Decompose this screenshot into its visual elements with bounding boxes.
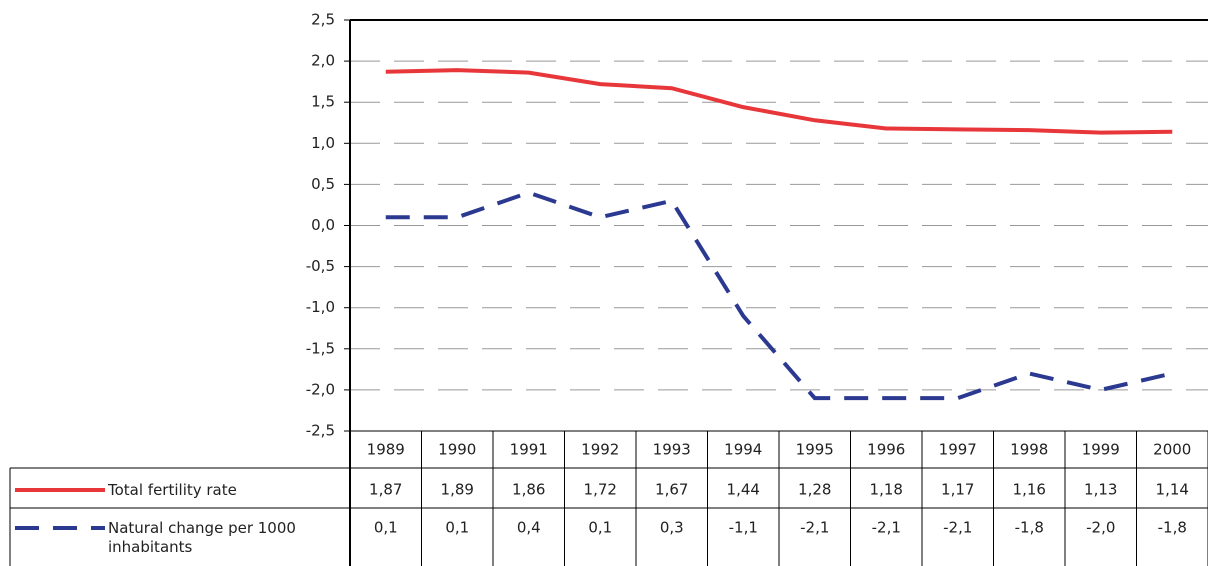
y-tick-label: -2,0	[306, 380, 335, 398]
x-tick-label: 1992	[581, 441, 619, 459]
data-label: 1,89	[441, 481, 474, 499]
x-tick-label: 1994	[724, 441, 762, 459]
data-label: 1,13	[1084, 481, 1117, 499]
x-tick-label: 2000	[1153, 441, 1191, 459]
data-label: 1,44	[727, 481, 760, 499]
data-label: 1,86	[512, 481, 545, 499]
x-tick-label: 1989	[367, 441, 405, 459]
data-label: -2,1	[872, 519, 901, 537]
data-label: -1,1	[729, 519, 758, 537]
y-tick-label: 1,0	[311, 134, 335, 152]
data-label: 1,28	[798, 481, 831, 499]
legend-label: Total fertility rate	[108, 481, 237, 499]
y-tick-label: -0,5	[306, 257, 335, 275]
data-label: -1,8	[1015, 519, 1044, 537]
series-line	[385, 68, 1173, 135]
data-label: 0,3	[660, 519, 684, 537]
data-label: -2,1	[800, 519, 829, 537]
data-label: 1,16	[1013, 481, 1046, 499]
y-tick-label: 0,5	[311, 175, 335, 193]
legend-label: Natural change per 1000 inhabitants	[108, 519, 296, 556]
x-tick-label: 1993	[653, 441, 691, 459]
x-tick-label: 1990	[438, 441, 476, 459]
data-label: -2,0	[1086, 519, 1115, 537]
x-tick-label: 1991	[510, 441, 548, 459]
y-tick-label: 2,5	[311, 11, 335, 29]
data-label: 1,14	[1156, 481, 1189, 499]
x-tick-label: 1996	[867, 441, 905, 459]
y-tick-label: -2,5	[306, 422, 335, 440]
data-label: 0,1	[445, 519, 469, 537]
data-label: 1,72	[584, 481, 617, 499]
x-tick-label: 1998	[1010, 441, 1048, 459]
data-label: -1,8	[1158, 519, 1187, 537]
y-tick-label: 0,0	[311, 216, 335, 234]
y-tick-label: 2,0	[311, 52, 335, 70]
data-label: 1,18	[870, 481, 903, 499]
data-label: 1,17	[941, 481, 974, 499]
data-label: 0,1	[588, 519, 612, 537]
x-tick-label: 1999	[1082, 441, 1120, 459]
x-tick-label: 1995	[796, 441, 834, 459]
y-tick-label: -1,5	[306, 339, 335, 357]
data-label: 1,87	[369, 481, 402, 499]
series-line	[385, 190, 1173, 401]
y-tick-label: -1,0	[306, 298, 335, 316]
data-label: 1,67	[655, 481, 688, 499]
data-label: 0,4	[517, 519, 541, 537]
x-tick-label: 1997	[939, 441, 977, 459]
data-label: -2,1	[943, 519, 972, 537]
y-tick-label: 1,5	[311, 93, 335, 111]
data-label: 0,1	[374, 519, 398, 537]
